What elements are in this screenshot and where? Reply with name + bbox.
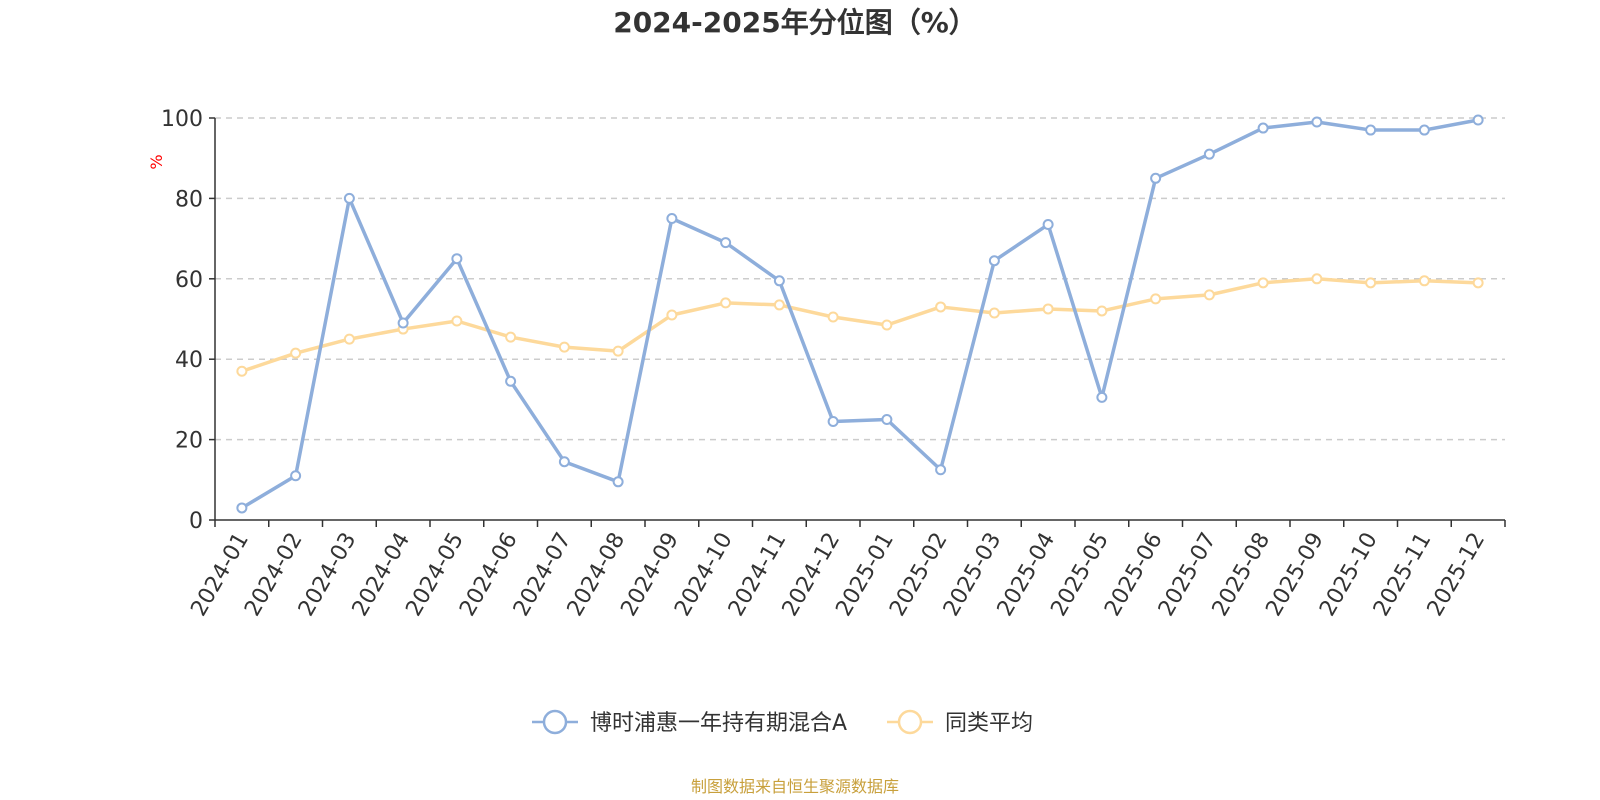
data-point	[506, 377, 515, 386]
data-point	[614, 347, 623, 356]
data-point	[936, 302, 945, 311]
data-point	[829, 417, 838, 426]
data-point	[291, 349, 300, 358]
data-point	[237, 503, 246, 512]
legend-item[interactable]: 同类平均	[887, 711, 1033, 736]
legend[interactable]: 博时浦惠一年持有期混合A 同类平均	[532, 711, 1033, 736]
data-point	[1312, 118, 1321, 127]
data-point	[990, 308, 999, 317]
data-point	[1259, 278, 1268, 287]
data-point	[614, 477, 623, 486]
data-point	[506, 333, 515, 342]
data-point	[1044, 220, 1053, 229]
data-point	[560, 457, 569, 466]
data-point	[1205, 150, 1214, 159]
data-point	[1312, 274, 1321, 283]
data-point	[291, 471, 300, 480]
data-point	[1259, 124, 1268, 133]
legend-item[interactable]: 博时浦惠一年持有期混合A	[532, 711, 847, 736]
data-point	[990, 256, 999, 265]
data-point	[237, 367, 246, 376]
y-tick-label: 40	[175, 348, 203, 373]
series-layer	[237, 116, 1482, 513]
data-point	[936, 465, 945, 474]
series-1	[237, 116, 1482, 513]
data-point	[1420, 126, 1429, 135]
y-tick-label: 0	[189, 509, 203, 534]
data-point	[1474, 278, 1483, 287]
data-point	[560, 343, 569, 352]
data-point	[1097, 306, 1106, 315]
y-tick-label: 20	[175, 429, 203, 454]
data-point	[399, 319, 408, 328]
chart-title: 2024-2025年分位图（%）	[613, 6, 977, 39]
data-point	[721, 298, 730, 307]
y-tick-label: 100	[161, 107, 203, 132]
data-point	[1366, 278, 1375, 287]
y-axis-ticks: 0 20 40 60 80 100	[161, 107, 215, 534]
legend-marker	[899, 711, 921, 733]
data-point	[721, 238, 730, 247]
data-point	[1366, 126, 1375, 135]
data-point	[775, 276, 784, 285]
data-point	[452, 317, 461, 326]
data-point	[1097, 393, 1106, 402]
data-point	[882, 321, 891, 330]
x-axis-ticks: 2024-012024-022024-032024-042024-052024-…	[186, 520, 1505, 621]
legend-label: 博时浦惠一年持有期混合A	[590, 711, 847, 736]
data-point	[882, 415, 891, 424]
data-point	[1151, 294, 1160, 303]
data-point	[1044, 304, 1053, 313]
data-point	[775, 300, 784, 309]
source-note: 制图数据来自恒生聚源数据库	[691, 777, 899, 796]
data-point	[1474, 116, 1483, 125]
y-axis-unit-label: %	[147, 154, 166, 169]
series-line	[242, 120, 1478, 508]
data-point	[1420, 276, 1429, 285]
data-point	[1151, 174, 1160, 183]
data-point	[667, 214, 676, 223]
data-point	[345, 194, 354, 203]
data-point	[667, 310, 676, 319]
y-tick-label: 80	[175, 187, 203, 212]
legend-label: 同类平均	[945, 711, 1033, 736]
series-2	[237, 274, 1482, 375]
data-point	[452, 254, 461, 263]
legend-marker	[544, 711, 566, 733]
y-tick-label: 60	[175, 268, 203, 293]
data-point	[345, 335, 354, 344]
data-point	[1205, 290, 1214, 299]
data-point	[829, 312, 838, 321]
